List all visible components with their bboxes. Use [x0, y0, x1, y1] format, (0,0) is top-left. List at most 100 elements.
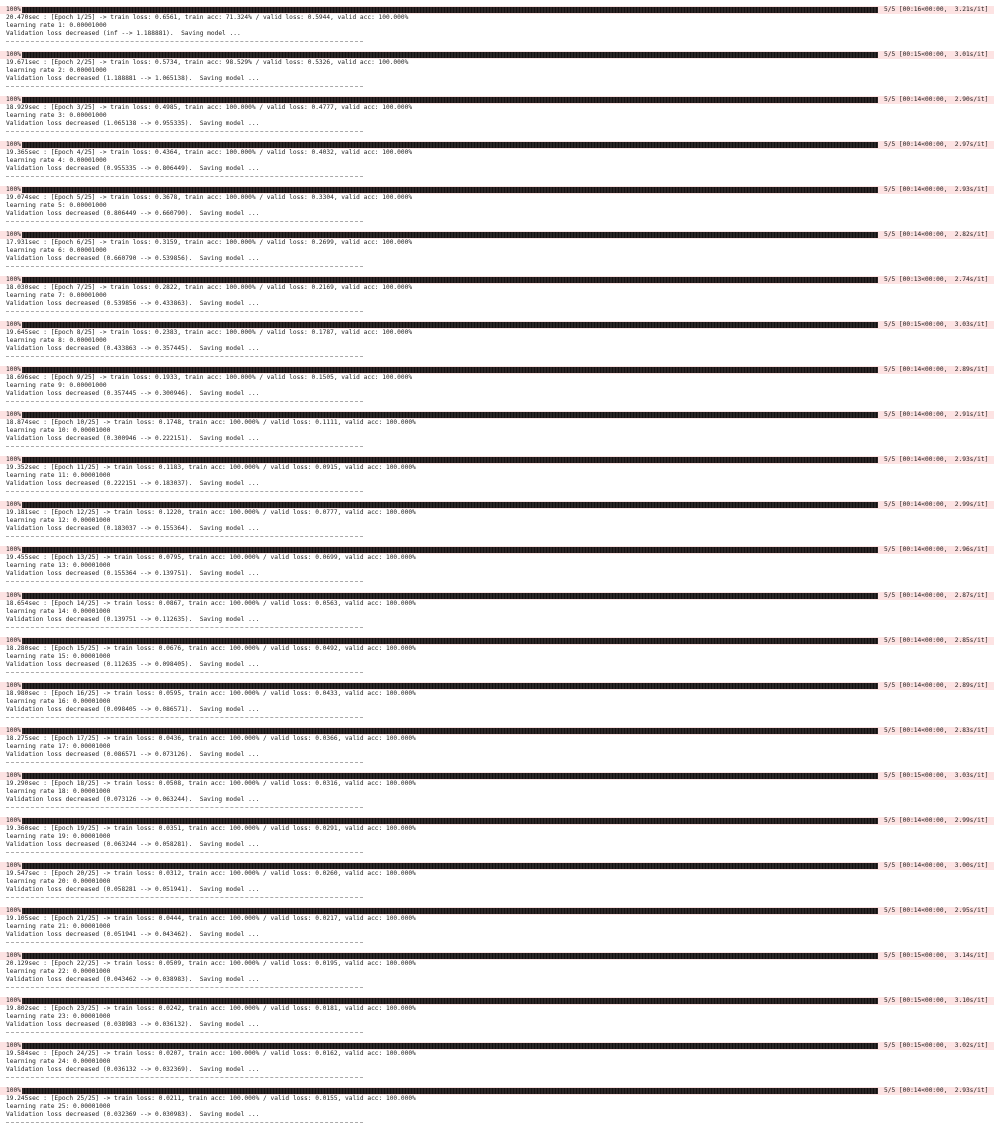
progress-row: 100% 5/5 [00:14<00:00, 2.96s/it]: [0, 546, 994, 555]
epoch-summary-line: 19.360sec : [Epoch 19/25] -> train loss:…: [6, 824, 416, 832]
progress-stats: 5/5 [00:14<00:00, 2.93s/it]: [884, 186, 989, 194]
separator-line: [6, 941, 363, 943]
progress-percent: 100%: [6, 231, 21, 239]
progress-row: 100% 5/5 [00:14<00:00, 2.93s/it]: [0, 456, 994, 465]
learning-rate-line: learning rate 4: 0.00001000: [6, 157, 107, 165]
progress-percent: 100%: [6, 861, 21, 869]
progress-bar: [22, 7, 878, 13]
learning-rate-line: learning rate 6: 0.00001000: [6, 247, 107, 255]
progress-stats: 5/5 [00:15<00:00, 3.01s/it]: [884, 51, 989, 59]
progress-percent: 100%: [6, 771, 21, 779]
progress-bar: [22, 322, 878, 329]
progress-stats: 5/5 [00:15<00:00, 3.03s/it]: [884, 771, 989, 779]
epoch-block: 100% 5/5 [00:14<00:00, 2.99s/it] 19.360s…: [0, 816, 994, 859]
progress-percent: 100%: [6, 546, 21, 554]
learning-rate-line: learning rate 8: 0.00001000: [6, 337, 107, 345]
epoch-block: 100% 5/5 [00:14<00:00, 2.93s/it] 19.245s…: [0, 1086, 994, 1129]
epoch-summary-line: 18.030sec : [Epoch 7/25] -> train loss: …: [6, 284, 413, 292]
progress-bar: [22, 457, 878, 464]
separator-line: [6, 896, 363, 898]
progress-bar: [22, 772, 878, 779]
progress-row: 100% 5/5 [00:15<00:00, 3.10s/it]: [0, 996, 994, 1005]
progress-stats: 5/5 [00:14<00:00, 2.89s/it]: [884, 366, 989, 374]
epoch-block: 100% 5/5 [00:14<00:00, 2.96s/it] 19.455s…: [0, 546, 994, 588]
learning-rate-line: learning rate 14: 0.00001000: [6, 607, 111, 615]
progress-percent: 100%: [6, 996, 21, 1004]
epoch-summary-line: 19.365sec : [Epoch 4/25] -> train loss: …: [6, 149, 413, 157]
validation-message-line: Validation loss decreased (0.058281 --> …: [6, 885, 260, 893]
progress-percent: 100%: [6, 141, 21, 149]
progress-row: 100% 5/5 [00:14<00:00, 2.91s/it]: [0, 411, 994, 420]
progress-stats: 5/5 [00:15<00:00, 3.02s/it]: [884, 1041, 989, 1049]
learning-rate-line: learning rate 3: 0.00001000: [6, 112, 107, 120]
validation-message-line: Validation loss decreased (0.433863 --> …: [6, 345, 260, 353]
progress-stats: 5/5 [00:14<00:00, 2.93s/it]: [884, 1086, 989, 1094]
progress-row: 100% 5/5 [00:15<00:00, 3.14s/it]: [0, 951, 994, 960]
epoch-summary-line: 19.645sec : [Epoch 8/25] -> train loss: …: [6, 329, 413, 337]
progress-row: 100% 5/5 [00:14<00:00, 2.93s/it]: [0, 186, 994, 195]
progress-percent: 100%: [6, 1086, 21, 1094]
epoch-summary-line: 18.275sec : [Epoch 17/25] -> train loss:…: [6, 734, 416, 742]
epoch-block: 100% 5/5 [00:14<00:00, 2.99s/it] 19.181s…: [0, 501, 994, 543]
epoch-summary-line: 19.245sec : [Epoch 25/25] -> train loss:…: [6, 1094, 416, 1102]
epoch-block: 100% 5/5 [00:14<00:00, 2.93s/it] 19.074s…: [0, 186, 994, 228]
progress-row: 100% 5/5 [00:14<00:00, 2.89s/it]: [0, 366, 994, 375]
progress-percent: 100%: [6, 6, 21, 13]
learning-rate-line: learning rate 12: 0.00001000: [6, 517, 111, 525]
learning-rate-line: learning rate 23: 0.00001000: [6, 1012, 111, 1020]
epoch-summary-line: 19.584sec : [Epoch 24/25] -> train loss:…: [6, 1049, 416, 1057]
progress-bar: [22, 952, 878, 959]
epoch-summary-line: 18.980sec : [Epoch 16/25] -> train loss:…: [6, 689, 416, 697]
epoch-block: 100% 5/5 [00:14<00:00, 2.97s/it] 19.365s…: [0, 141, 994, 183]
learning-rate-line: learning rate 7: 0.00001000: [6, 292, 107, 300]
progress-bar: [22, 817, 878, 824]
validation-message-line: Validation loss decreased (0.038983 --> …: [6, 1020, 260, 1028]
progress-bar: [22, 367, 878, 374]
learning-rate-line: learning rate 25: 0.00001000: [6, 1102, 111, 1110]
progress-bar: [22, 1087, 878, 1094]
learning-rate-line: learning rate 17: 0.00001000: [6, 742, 111, 750]
progress-percent: 100%: [6, 501, 21, 509]
separator-line: [6, 491, 363, 493]
progress-percent: 100%: [6, 816, 21, 824]
progress-stats: 5/5 [00:15<00:00, 3.10s/it]: [884, 996, 989, 1004]
epoch-summary-line: 17.931sec : [Epoch 6/25] -> train loss: …: [6, 239, 413, 247]
validation-message-line: Validation loss decreased (0.955335 --> …: [6, 165, 260, 173]
progress-bar: [22, 1042, 878, 1049]
epoch-summary-line: 19.352sec : [Epoch 11/25] -> train loss:…: [6, 464, 416, 472]
epoch-summary-line: 19.802sec : [Epoch 23/25] -> train loss:…: [6, 1004, 416, 1012]
progress-percent: 100%: [6, 681, 21, 689]
progress-bar: [22, 862, 878, 869]
separator-line: [6, 86, 363, 88]
validation-message-line: Validation loss decreased (0.051941 --> …: [6, 930, 260, 938]
learning-rate-line: learning rate 13: 0.00001000: [6, 562, 111, 570]
validation-message-line: Validation loss decreased (0.155364 --> …: [6, 570, 260, 578]
validation-message-line: Validation loss decreased (0.183037 --> …: [6, 525, 260, 533]
epoch-block: 100% 5/5 [00:15<00:00, 3.03s/it] 19.290s…: [0, 771, 994, 814]
learning-rate-line: learning rate 20: 0.00001000: [6, 877, 111, 885]
learning-rate-line: learning rate 11: 0.00001000: [6, 472, 111, 480]
epoch-block: 100% 5/5 [00:14<00:00, 3.00s/it] 19.547s…: [0, 861, 994, 904]
separator-line: [6, 401, 363, 403]
progress-row: 100% 5/5 [00:14<00:00, 2.93s/it]: [0, 1086, 994, 1095]
epoch-block: 100% 5/5 [00:13<00:00, 2.74s/it] 18.030s…: [0, 276, 994, 318]
progress-row: 100% 5/5 [00:14<00:00, 2.89s/it]: [0, 681, 994, 690]
progress-percent: 100%: [6, 906, 21, 914]
validation-message-line: Validation loss decreased (1.188881 --> …: [6, 75, 260, 83]
validation-message-line: Validation loss decreased (0.036132 --> …: [6, 1065, 260, 1073]
progress-percent: 100%: [6, 636, 21, 644]
progress-row: 100% 5/5 [00:15<00:00, 3.01s/it]: [0, 51, 994, 60]
validation-message-line: Validation loss decreased (0.112635 --> …: [6, 660, 260, 668]
validation-message-line: Validation loss decreased (0.300946 --> …: [6, 435, 260, 443]
separator-line: [6, 446, 363, 448]
learning-rate-line: learning rate 18: 0.00001000: [6, 787, 111, 795]
epoch-summary-line: 19.074sec : [Epoch 5/25] -> train loss: …: [6, 194, 413, 202]
validation-message-line: Validation loss decreased (0.086571 --> …: [6, 750, 260, 758]
epoch-summary-line: 18.280sec : [Epoch 15/25] -> train loss:…: [6, 644, 416, 652]
separator-line: [6, 131, 363, 133]
epoch-block: 100% 5/5 [00:14<00:00, 2.83s/it] 18.275s…: [0, 726, 994, 769]
epoch-summary-line: 19.105sec : [Epoch 21/25] -> train loss:…: [6, 914, 416, 922]
separator-line: [6, 221, 363, 223]
epoch-block: 100% 5/5 [00:14<00:00, 2.91s/it] 18.874s…: [0, 411, 994, 453]
